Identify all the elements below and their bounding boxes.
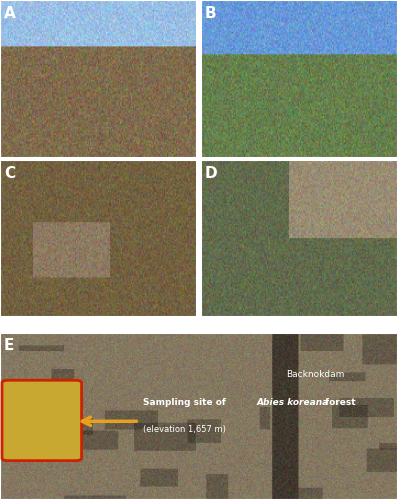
FancyBboxPatch shape bbox=[2, 380, 82, 460]
Text: A: A bbox=[4, 6, 16, 22]
Text: (elevation 1,657 m): (elevation 1,657 m) bbox=[143, 425, 226, 434]
Text: D: D bbox=[205, 166, 218, 181]
Text: Abies koreana: Abies koreana bbox=[257, 398, 329, 407]
Text: C: C bbox=[4, 166, 15, 181]
Text: forest: forest bbox=[322, 398, 356, 407]
Text: E: E bbox=[4, 338, 14, 352]
Text: B: B bbox=[205, 6, 217, 22]
Text: Backnokdam: Backnokdam bbox=[287, 370, 345, 379]
Text: Sampling site of: Sampling site of bbox=[143, 398, 229, 407]
